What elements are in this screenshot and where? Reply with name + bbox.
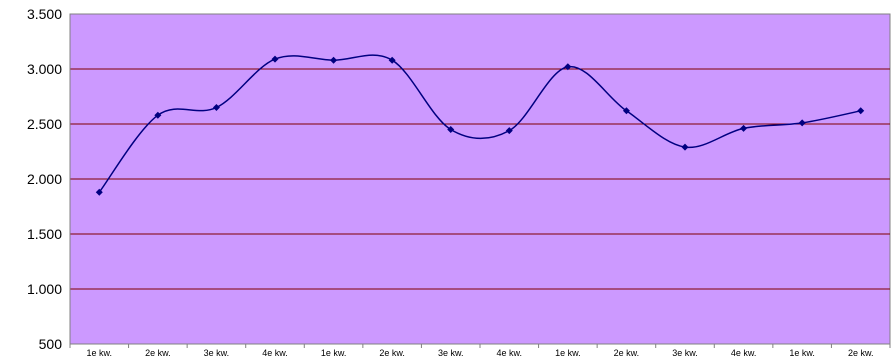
y-tick-label: 500 <box>39 336 63 352</box>
gridlines <box>70 68 890 290</box>
x-tick-label: 4e kw. <box>497 348 523 358</box>
data-point <box>564 63 572 71</box>
x-tick-label: 3e kw. <box>672 348 698 358</box>
x-axis-ticks: 1e kw. 2e kw. 3e kw. 4e kw. 1e kw. 2e kw. 3e k… <box>69 344 891 358</box>
data-point <box>857 107 865 115</box>
data-point <box>330 56 338 64</box>
data-point <box>95 188 103 196</box>
x-tick-label: 1e kw. <box>789 348 815 358</box>
data-point <box>388 56 396 64</box>
x-tick-label: 3e kw. <box>438 348 464 358</box>
y-axis-ticks: 3.500 3.000 2.500 2.000 1.500 1.000 500 <box>27 6 62 352</box>
x-tick-label: 2e kw. <box>379 348 405 358</box>
y-tick-label: 3.000 <box>27 61 62 77</box>
series-markers <box>95 55 865 196</box>
x-tick-label: 4e kw. <box>262 348 288 358</box>
y-tick-label: 1.000 <box>27 281 62 297</box>
y-tick-label: 3.500 <box>27 6 62 22</box>
x-tick-label: 1e kw. <box>87 348 113 358</box>
x-tick-label: 4e kw. <box>731 348 757 358</box>
data-point <box>622 107 630 115</box>
data-point <box>447 126 455 133</box>
data-point <box>505 127 513 135</box>
x-tick-label: 2e kw. <box>848 348 874 358</box>
data-point <box>740 124 748 132</box>
data-point <box>212 104 220 111</box>
data-point <box>681 143 689 151</box>
x-tick-label: 2e kw. <box>614 348 640 358</box>
y-tick-label: 2.000 <box>27 171 62 187</box>
x-tick-label: 1e kw. <box>555 348 581 358</box>
x-tick-label: 3e kw. <box>204 348 230 358</box>
data-point <box>271 55 279 63</box>
x-tick-label: 2e kw. <box>145 348 171 358</box>
data-point <box>798 119 806 127</box>
y-tick-label: 2.500 <box>27 116 62 132</box>
data-point <box>154 111 162 119</box>
y-tick-label: 1.500 <box>27 226 62 242</box>
x-tick-label: 1e kw. <box>321 348 347 358</box>
